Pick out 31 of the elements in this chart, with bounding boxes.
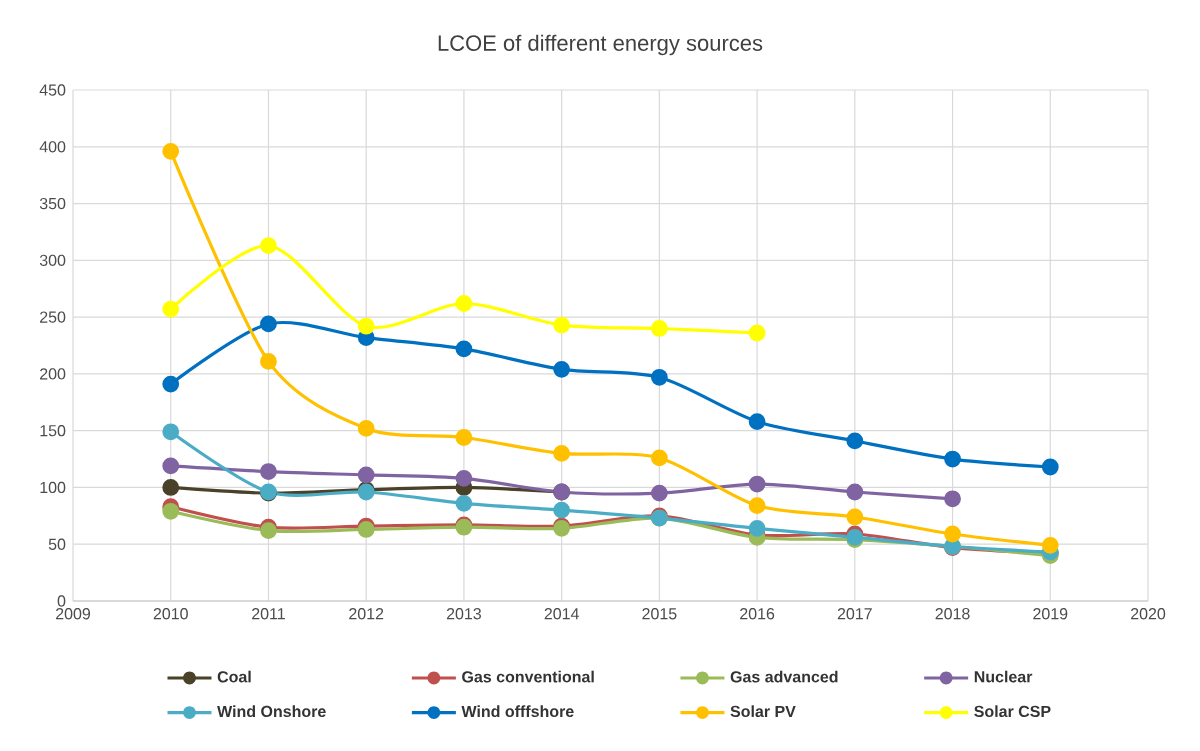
legend-label: Wind offfshore	[461, 705, 574, 718]
y-tick-label: 50	[48, 538, 66, 550]
y-tick-label: 200	[40, 368, 66, 380]
x-tick-label: 2009	[56, 608, 91, 620]
x-tick-label: 2020	[1131, 608, 1166, 620]
legend-label: Solar CSP	[974, 705, 1051, 718]
legend-label: Wind Onshore	[217, 705, 326, 718]
y-tick-label: 150	[40, 425, 66, 437]
legend-label: Solar PV	[730, 705, 796, 718]
legend-label: Gas advanced	[730, 670, 838, 683]
legend-label: Gas conventional	[462, 670, 594, 683]
x-tick-label: 2015	[642, 608, 677, 620]
chart-title: LCOE of different energy sources	[438, 34, 763, 56]
y-tick-label: 400	[39, 141, 66, 153]
y-tick-label: 350	[39, 197, 66, 210]
y-tick-label: 450	[39, 84, 66, 96]
y-tick-label: 100	[40, 481, 66, 494]
x-tick-label: 2011	[252, 608, 285, 620]
y-tick-label: 0	[57, 595, 66, 607]
x-tick-label: 2010	[153, 608, 188, 620]
x-tick-label: 2012	[349, 608, 384, 620]
x-tick-label: 2017	[837, 608, 872, 620]
x-tick-label: 2013	[446, 608, 481, 620]
y-tick-label: 300	[39, 254, 66, 267]
legend-label: Nuclear	[974, 670, 1033, 683]
x-tick-label: 2016	[740, 608, 775, 620]
x-tick-label: 2018	[935, 608, 970, 620]
x-tick-label: 2019	[1033, 608, 1068, 620]
x-tick-label: 2014	[544, 608, 579, 620]
legend-label: Coal	[217, 670, 251, 683]
y-tick-label: 250	[40, 311, 66, 323]
